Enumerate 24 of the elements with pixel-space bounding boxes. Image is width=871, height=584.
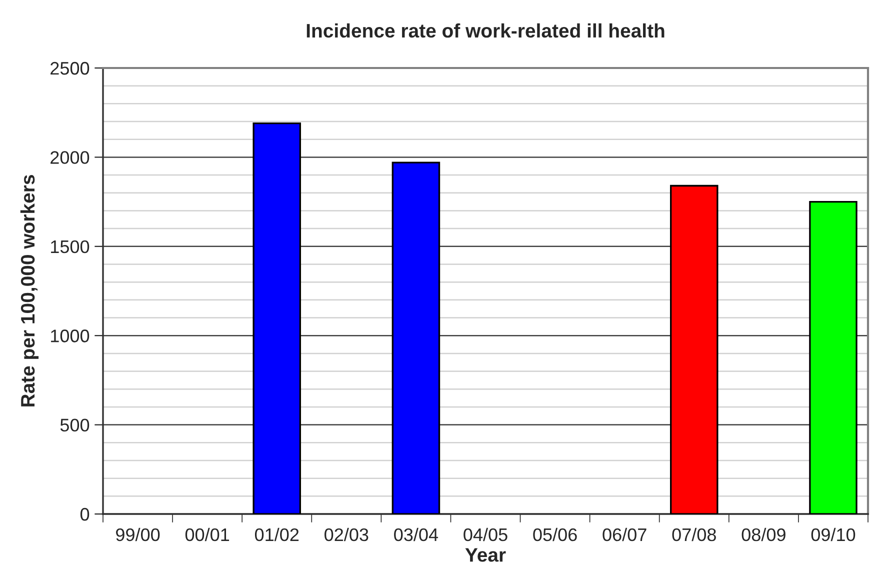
x-axis-title: Year: [465, 548, 506, 562]
x-tick-label: 08/09: [742, 528, 786, 542]
chart-title: Incidence rate of work-related ill health: [306, 23, 664, 38]
bar: [252, 122, 301, 514]
y-tick-label: 500: [60, 418, 90, 432]
x-tick-label: 02/03: [324, 528, 368, 542]
y-tick-label: 0: [80, 508, 90, 521]
x-tick-label: 05/06: [533, 528, 577, 542]
x-tick-label: 07/08: [672, 528, 716, 542]
x-tick-label: 03/04: [394, 528, 438, 542]
y-tick-label: 2000: [50, 151, 90, 164]
y-tick-label: 1000: [51, 330, 90, 342]
y-axis-title: Rate per 100,000 workers: [20, 175, 39, 406]
x-tick-label: 04/05: [464, 528, 508, 542]
y-tick-label: 2500: [50, 62, 90, 75]
x-tick-label: 00/01: [185, 528, 230, 542]
x-tick-label: 01/02: [254, 528, 299, 542]
bar: [670, 184, 718, 514]
x-tick-label: 06/07: [602, 528, 646, 542]
x-tick-label: 99/00: [116, 528, 160, 542]
x-tick-label: 09/10: [811, 528, 856, 542]
bar: [809, 200, 858, 514]
bar: [392, 162, 440, 514]
y-tick-label: 1500: [51, 240, 90, 254]
